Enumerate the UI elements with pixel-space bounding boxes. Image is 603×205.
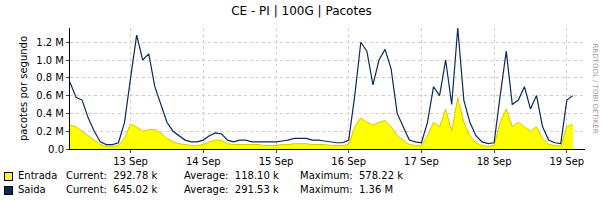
- svg-text:1.2 M: 1.2 M: [36, 37, 64, 48]
- svg-text:13 Sep: 13 Sep: [113, 156, 148, 167]
- html-text:Current: 292.78 k: Current: 292.78 k: [66, 170, 158, 181]
- svg-text:RRDTOOL / TOBI OETIKER: RRDTOOL / TOBI OETIKER: [591, 44, 599, 134]
- html-text:Maximum: 578.22 k: Maximum: 578.22 k: [300, 170, 403, 181]
- svg-text:18 Sep: 18 Sep: [477, 156, 512, 167]
- html-text:Average: 118.10 k: Average: 118.10 k: [184, 170, 279, 181]
- svg-text:0.6 M: 0.6 M: [36, 90, 64, 101]
- svg-text:0.0: 0.0: [48, 144, 64, 155]
- svg-text:0.4 M: 0.4 M: [36, 108, 64, 119]
- svg-text:15 Sep: 15 Sep: [259, 156, 294, 167]
- html-text:Entrada: Entrada: [18, 170, 58, 181]
- svg-text:16 Sep: 16 Sep: [331, 156, 366, 167]
- html-text:Current: 645.02 k: Current: 645.02 k: [66, 184, 158, 195]
- svg-text:14 Sep: 14 Sep: [186, 156, 221, 167]
- svg-text:0.8 M: 0.8 M: [36, 72, 64, 83]
- html-text:Maximum: 1.36 M: Maximum: 1.36 M: [300, 184, 394, 195]
- svg-text:1.0 M: 1.0 M: [36, 55, 64, 66]
- svg-text:CE - PI | 100G | Pacotes: CE - PI | 100G | Pacotes: [231, 4, 372, 18]
- svg-text:pacotes por segundo: pacotes por segundo: [18, 36, 29, 141]
- html-text:Average: 291.53 k: Average: 291.53 k: [184, 184, 279, 195]
- svg-text:17 Sep: 17 Sep: [404, 156, 439, 167]
- html-text:Saida: Saida: [18, 184, 46, 195]
- svg-text:0.2 M: 0.2 M: [36, 126, 64, 137]
- svg-text:19 Sep: 19 Sep: [549, 156, 584, 167]
